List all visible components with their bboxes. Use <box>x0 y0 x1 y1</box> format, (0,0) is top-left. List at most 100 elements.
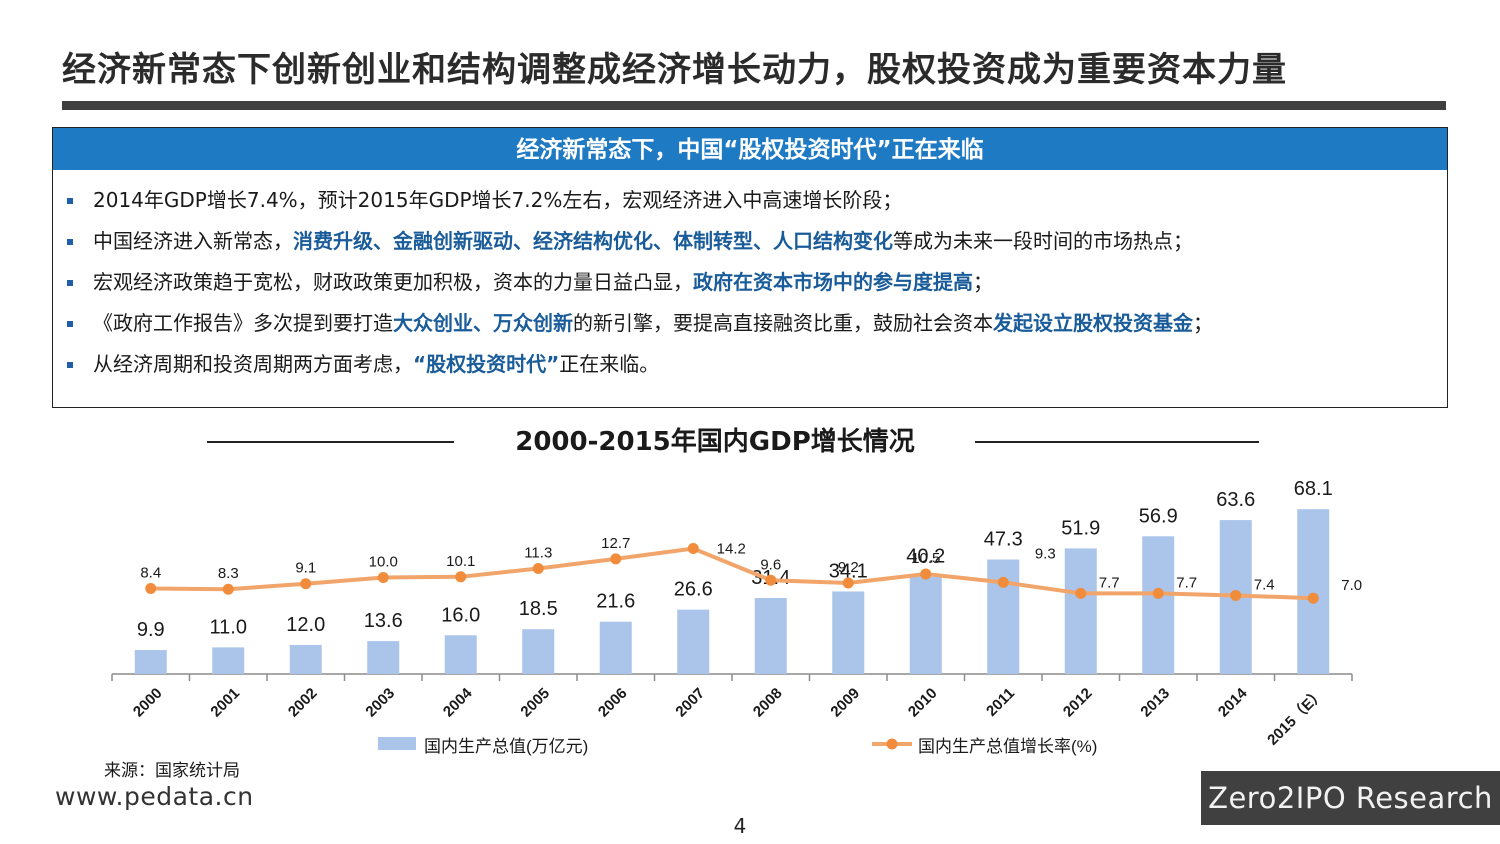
growth-rate-label: 9.2 <box>838 559 859 576</box>
growth-rate-point <box>765 574 777 586</box>
gdp-bar <box>987 559 1020 674</box>
bullet-highlight-text: “股权投资时代” <box>413 352 560 376</box>
growth-rate-label: 12.7 <box>601 535 630 552</box>
bullet-item: 2014年GDP增长7.4%，预计2015年GDP增长7.2%左右，宏观经济进入… <box>67 184 1447 225</box>
bullet-text: 等成为未来一段时间的市场热点； <box>893 229 1193 253</box>
x-axis-tick-label: 2014 <box>1215 684 1251 720</box>
growth-rate-label: 11.3 <box>524 545 552 562</box>
chart-title: 2000-2015年国内GDP增长情况 <box>515 427 915 457</box>
gdp-bar <box>134 650 167 674</box>
x-axis-tick-label: 2001 <box>207 685 243 721</box>
bullet-text: 2014年GDP增长7.4%，预计2015年GDP增长7.2%左右，宏观经济进入… <box>93 188 903 212</box>
bullet-item: 从经济周期和投资周期两方面考虑，“股权投资时代”正在来临。 <box>67 348 1447 389</box>
chart-title-right-line <box>975 441 1259 443</box>
bullet-marker-icon <box>67 198 73 204</box>
legend-line-marker <box>886 738 898 750</box>
gdp-bar <box>522 629 555 674</box>
bullet-text: ； <box>973 270 993 294</box>
growth-rate-point <box>1075 587 1087 599</box>
chart-title-left-line <box>207 441 454 443</box>
legend-bar-label: 国内生产总值(万亿元) <box>424 737 588 756</box>
bullet-item: 中国经济进入新常态，消费升级、金融创新驱动、经济结构优化、体制转型、人口结构变化… <box>67 225 1447 266</box>
gdp-bar-label: 68.1 <box>1294 478 1333 500</box>
gdp-bar <box>289 644 322 674</box>
gdp-bar-label: 47.3 <box>984 529 1023 551</box>
x-axis-tick-label: 2008 <box>750 685 786 721</box>
gdp-bar-label: 18.5 <box>519 598 558 620</box>
x-axis-tick-label: 2015（E） <box>1263 684 1328 749</box>
info-box: 经济新常态下，中国“股权投资时代”正在来临 2014年GDP增长7.4%，预计2… <box>52 127 1448 408</box>
bullet-text: ； <box>1193 311 1213 335</box>
gdp-bar <box>1064 548 1097 674</box>
growth-rate-point <box>610 553 622 565</box>
growth-rate-point <box>222 583 234 595</box>
growth-rate-point <box>532 563 544 575</box>
growth-rate-label: 7.7 <box>1099 574 1120 591</box>
page-title: 经济新常态下创新创业和结构调整成经济增长动力，股权投资成为重要资本力量 <box>62 50 1287 90</box>
growth-rate-label: 10.0 <box>369 554 398 571</box>
growth-rate-point <box>1152 587 1164 599</box>
legend-line-label: 国内生产总值增长率(%) <box>918 737 1097 756</box>
growth-rate-point <box>377 572 389 583</box>
bullet-text: 从经济周期和投资周期两方面考虑， <box>93 352 413 376</box>
page-number: 4 <box>733 814 747 838</box>
gdp-bar <box>677 609 710 674</box>
x-axis-tick-label: 2011 <box>983 685 1018 720</box>
growth-rate-label: 9.6 <box>760 556 781 573</box>
growth-rate-point <box>300 578 312 590</box>
x-axis-tick-label: 2006 <box>595 685 631 721</box>
gdp-bar <box>212 647 245 674</box>
gdp-bar-label: 34.1 <box>829 560 868 582</box>
gdp-bar-label: 63.6 <box>1216 489 1255 511</box>
legend-bar-swatch <box>378 737 416 750</box>
bullet-marker-icon <box>67 239 73 245</box>
bullet-item: 宏观经济政策趋于宽松，财政政策更加积极，资本的力量日益凸显，政府在资本市场中的参… <box>67 266 1447 307</box>
gdp-bar <box>754 598 787 674</box>
x-axis-tick-label: 2005 <box>517 685 553 721</box>
gdp-bar-label: 26.6 <box>674 579 713 601</box>
gdp-bar <box>1297 509 1330 674</box>
source-note: 来源：国家统计局 <box>104 761 240 781</box>
gdp-bar-label: 11.0 <box>210 616 247 638</box>
growth-rate-point <box>145 583 157 595</box>
x-axis-tick-label: 2003 <box>362 685 398 721</box>
bullet-marker-icon <box>67 280 73 286</box>
title-rule <box>62 101 1446 110</box>
growth-rate-point <box>997 576 1009 588</box>
x-axis-tick-label: 2010 <box>905 685 941 721</box>
bullet-text: 中国经济进入新常态， <box>93 229 293 253</box>
brand-logo: Zero2IPO Research <box>1201 771 1500 825</box>
gdp-bar-label: 9.9 <box>137 619 165 641</box>
gdp-bar <box>599 621 632 674</box>
growth-rate-line <box>150 546 1314 601</box>
x-axis-tick-label: 2007 <box>672 685 708 721</box>
gdp-chart: 9.911.012.013.616.018.521.626.631.434.14… <box>111 478 1362 756</box>
bullet-highlight-text: 消费升级、金融创新驱动、经济结构优化、体制转型、人口结构变化 <box>293 229 893 253</box>
growth-rate-point <box>455 571 467 583</box>
x-axis-tick-label: 2012 <box>1060 685 1096 721</box>
growth-rate-label: 10.1 <box>446 553 475 570</box>
gdp-bar-label: 16.0 <box>441 604 480 626</box>
bullet-marker-icon <box>67 362 73 368</box>
bullet-text: 的新引擎，要提高直接融资比重，鼓励社会资本 <box>573 311 993 335</box>
gdp-bar-label: 40.2 <box>906 546 945 568</box>
bullet-highlight-text: 政府在资本市场中的参与度提高 <box>693 270 973 294</box>
growth-rate-point <box>920 568 932 580</box>
bullet-highlight-text: 大众创业、万众创新 <box>393 311 573 335</box>
x-axis-tick-label: 2000 <box>130 685 166 721</box>
gdp-bar-label: 21.6 <box>596 591 635 613</box>
x-axis-tick-label: 2013 <box>1137 685 1173 721</box>
gdp-bar-label: 56.9 <box>1139 505 1178 527</box>
growth-rate-point <box>1307 592 1319 604</box>
gdp-bar <box>909 576 942 674</box>
x-axis-tick-label: 2009 <box>827 685 863 721</box>
growth-rate-point <box>1230 589 1242 601</box>
growth-rate-point <box>842 577 854 589</box>
growth-rate-label: 10.5 <box>911 550 940 567</box>
growth-rate-point <box>687 543 699 555</box>
gdp-bar-label: 51.9 <box>1061 517 1100 539</box>
gdp-bar <box>444 635 477 674</box>
bullet-text: 宏观经济政策趋于宽松，财政政策更加积极，资本的力量日益凸显， <box>93 270 693 294</box>
website-url[interactable]: www.pedata.cn <box>55 782 254 811</box>
growth-rate-label: 7.0 <box>1341 577 1362 594</box>
